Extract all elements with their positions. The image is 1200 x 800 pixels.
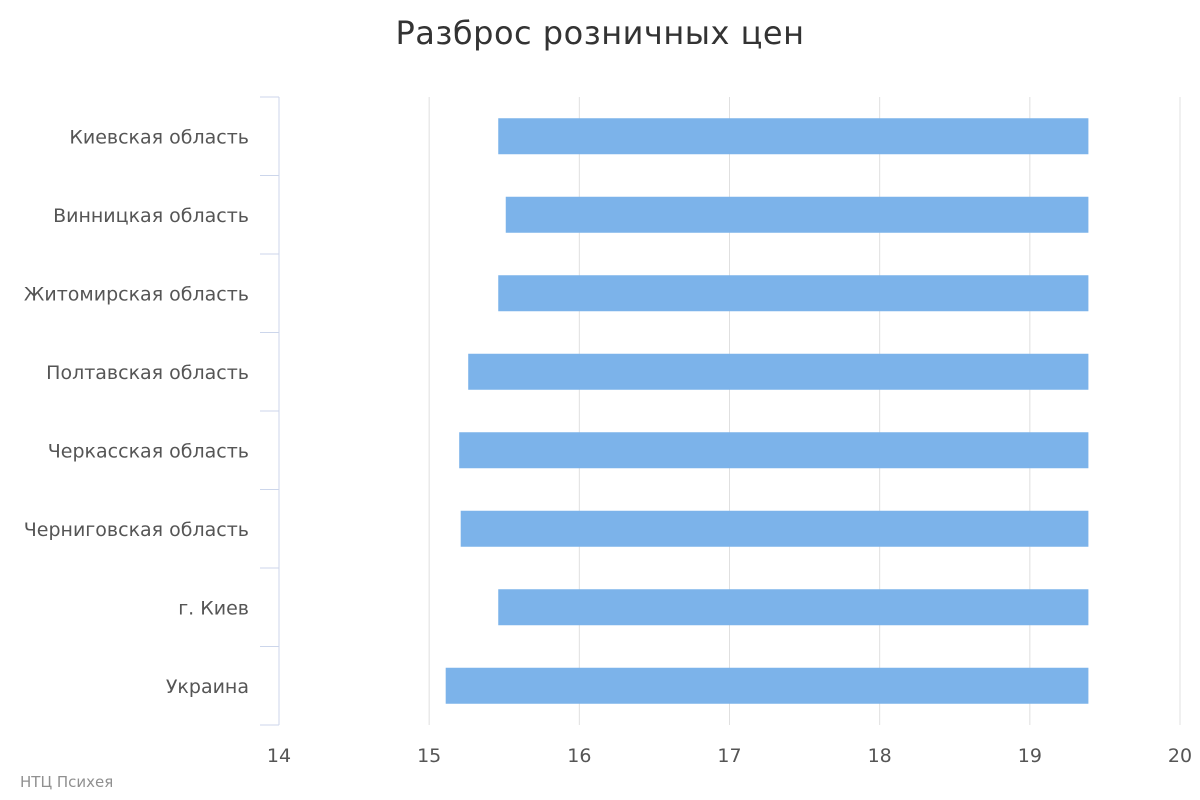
category-labels: Киевская область Винницкая область Житомир… [24,126,249,698]
range-bar[interactable] [445,667,1089,704]
credits-label: НТЦ Психея [20,773,114,791]
x-tick-label: 19 [1018,745,1042,767]
category-label: Украина [166,676,249,698]
range-bar[interactable] [459,432,1089,469]
x-tick-label: 15 [417,745,441,767]
x-tick-label: 20 [1168,745,1192,767]
range-bar[interactable] [498,589,1089,626]
category-label: г. Киев [178,597,249,619]
x-tick-label: 18 [868,745,892,767]
x-tick-label: 14 [267,745,291,767]
category-label: Винницкая область [53,205,249,227]
category-label: Житомирская область [24,283,249,305]
x-tick-label: 17 [717,745,741,767]
x-tick-label: 16 [567,745,591,767]
range-bar[interactable] [505,196,1089,233]
category-label: Полтавская область [46,362,249,384]
range-bar[interactable] [460,510,1089,547]
chart-title: Разброс розничных цен [395,14,805,52]
category-axis [260,96,280,726]
range-bar[interactable] [498,118,1089,155]
bar-series [445,118,1089,704]
x-axis-ticks: 14 15 16 17 18 19 20 [267,745,1192,767]
range-bar[interactable] [498,275,1089,312]
category-label: Киевская область [69,126,249,148]
range-bar[interactable] [468,353,1089,390]
category-label: Черкасская область [48,440,249,462]
category-label: Черниговская область [24,519,249,541]
grid-lines [428,97,1181,725]
